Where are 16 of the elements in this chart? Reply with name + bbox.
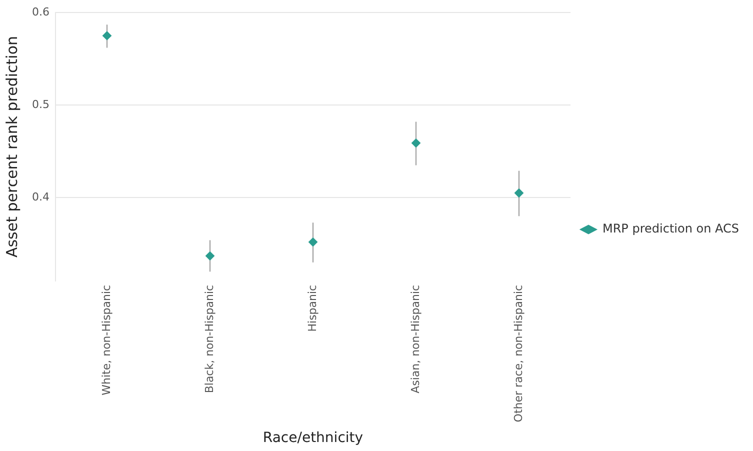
point bbox=[411, 138, 420, 148]
point bbox=[514, 188, 524, 198]
point bbox=[102, 31, 112, 40]
point bbox=[308, 238, 318, 247]
x-tick-label: White, non-Hispanic bbox=[100, 284, 113, 396]
x-tick-label: Hispanic bbox=[306, 284, 319, 332]
y-tick-label: 0.5 bbox=[32, 98, 50, 111]
legend-label: MRP prediction on ACS bbox=[602, 222, 740, 236]
x-tick-label: Black, non-Hispanic bbox=[202, 284, 216, 394]
x-tick-label: Other race, non-Hispanic bbox=[512, 284, 525, 422]
point bbox=[205, 251, 214, 260]
x-tick-label: Asian, non-Hispanic bbox=[408, 284, 422, 394]
y-tick-label: 0.4 bbox=[32, 190, 50, 204]
x-axis-title: Race/ethnicity bbox=[262, 430, 364, 446]
y-axis-title: Asset percent rank prediction bbox=[2, 36, 21, 258]
y-tick-label: 0.6 bbox=[32, 5, 50, 18]
